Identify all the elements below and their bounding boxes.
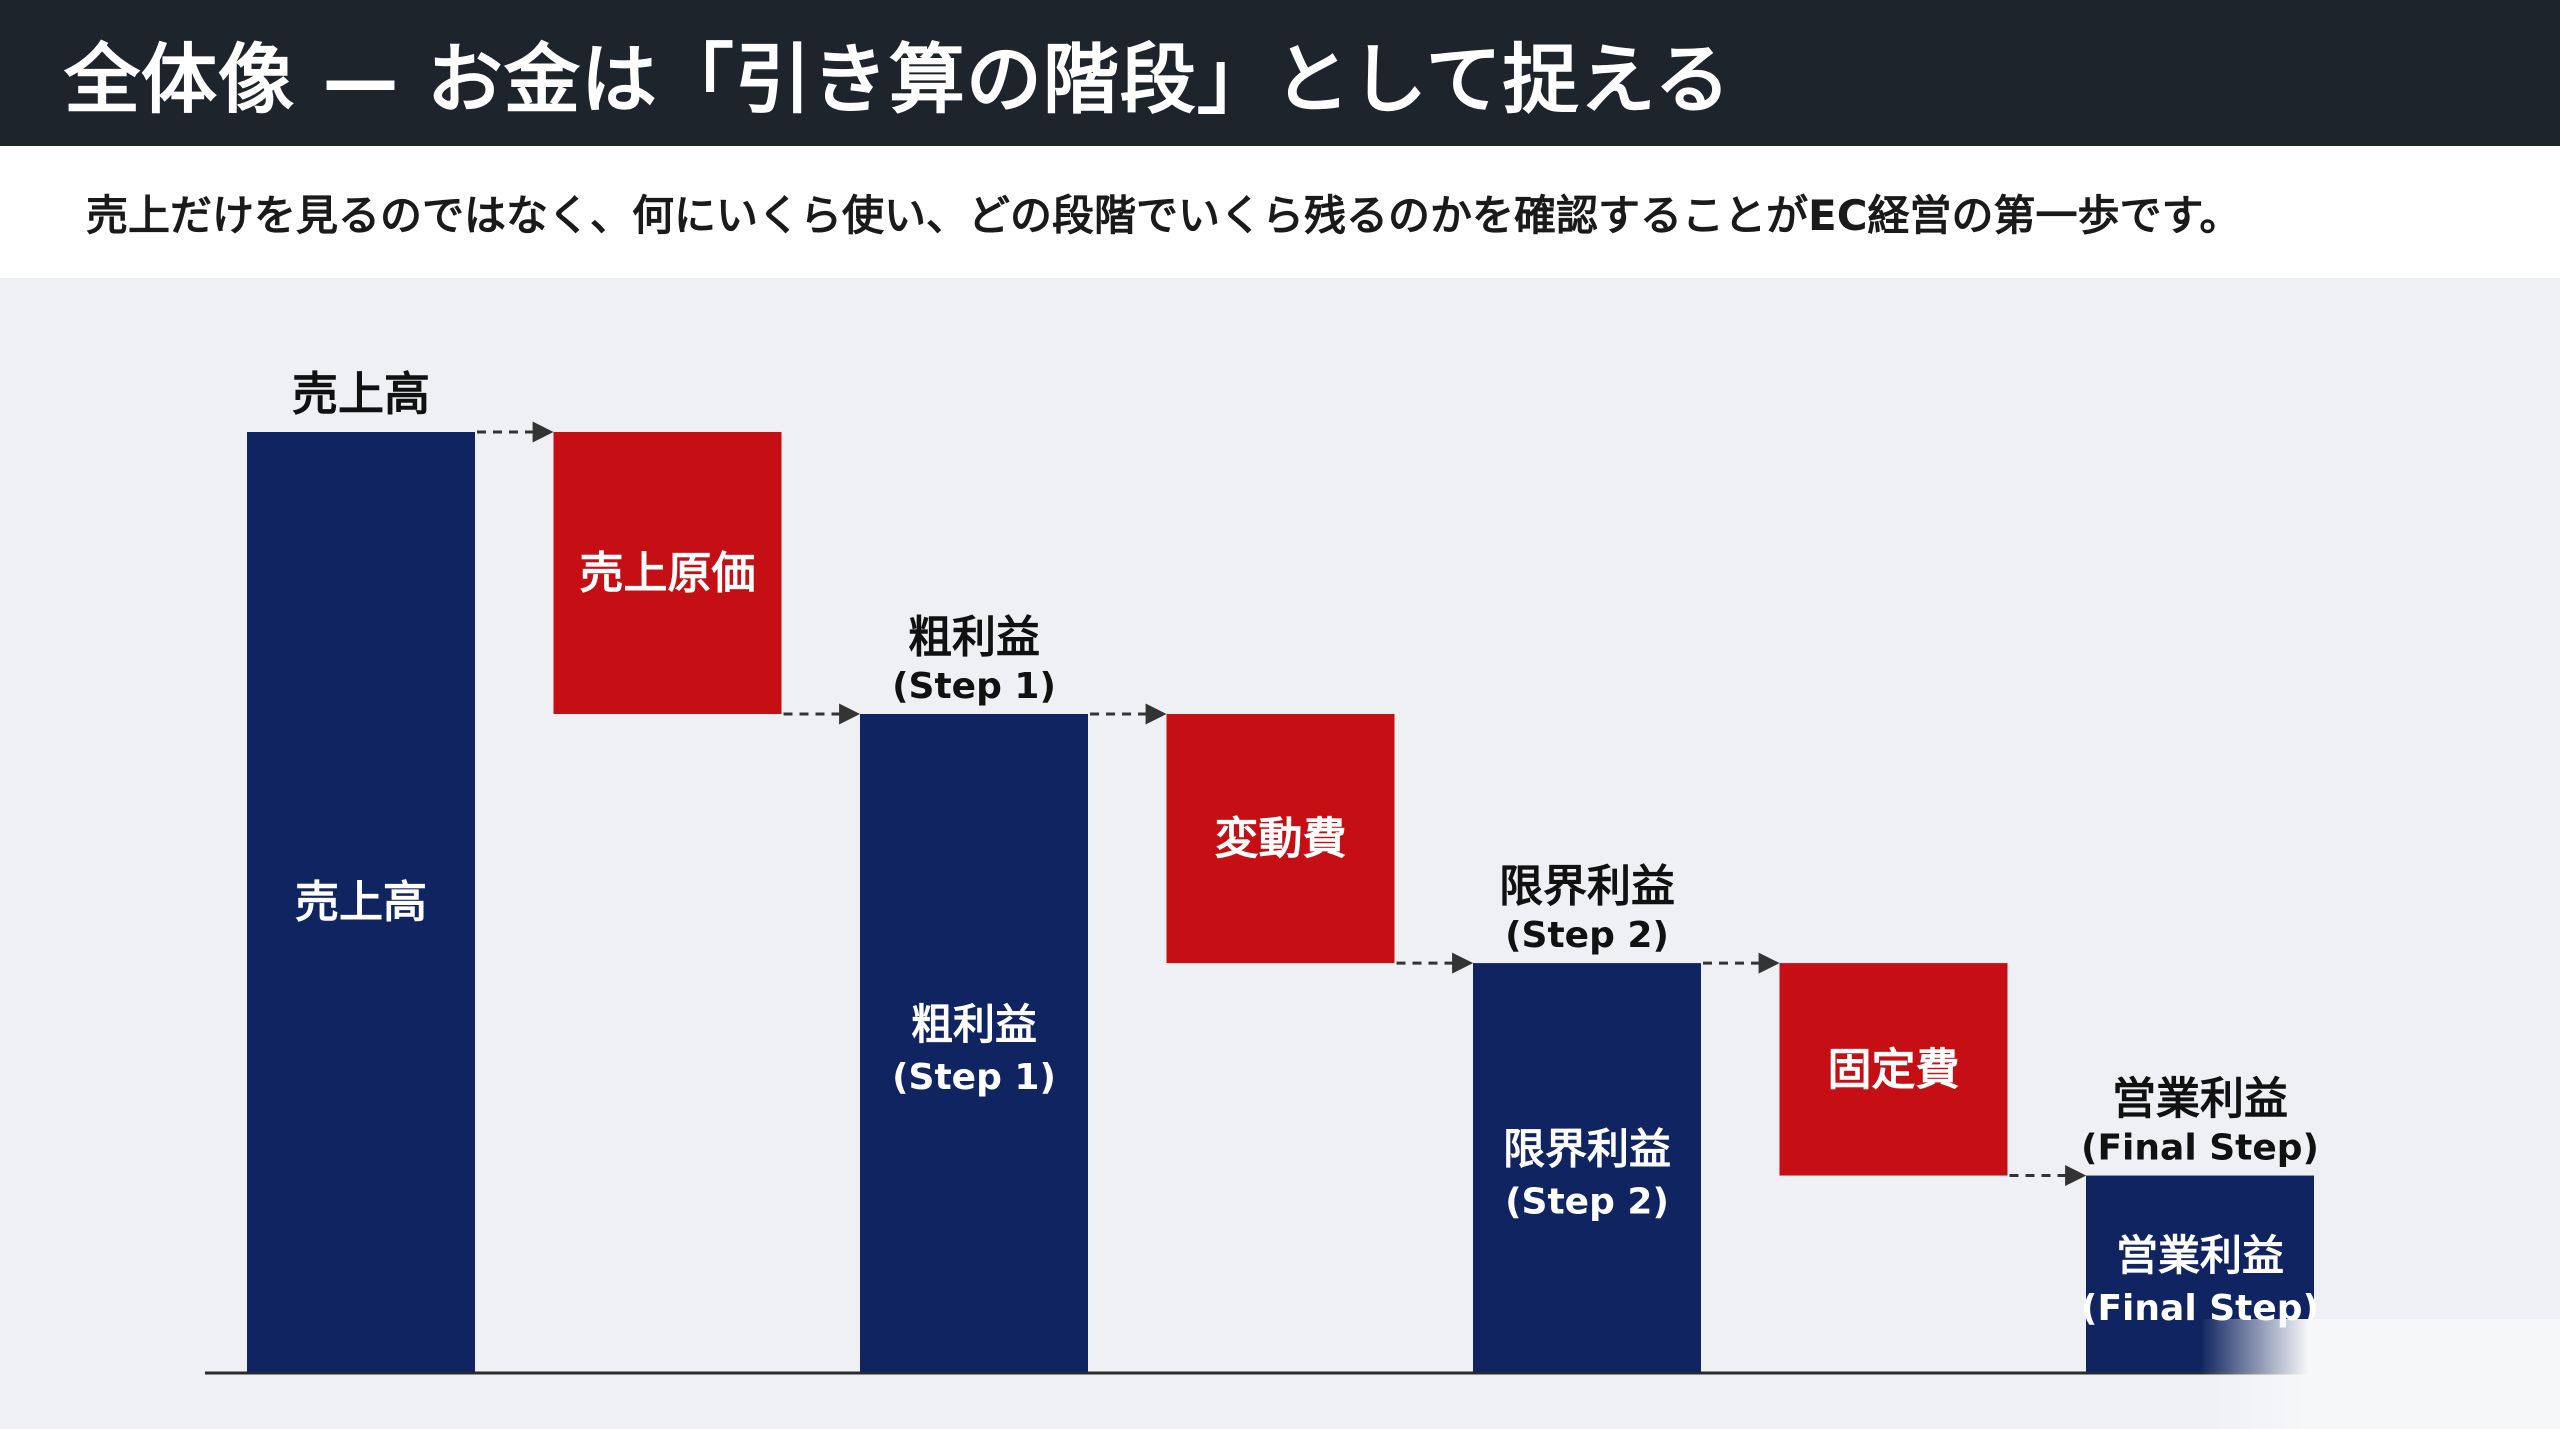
bar-total	[860, 714, 1088, 1372]
bar-total	[1473, 963, 1701, 1372]
bar-total	[247, 432, 475, 1372]
bar-label: 固定費	[1828, 1044, 1960, 1095]
bar-top-label: 営業利益	[2112, 1074, 2288, 1125]
corner-watermark-area	[2200, 1319, 2560, 1429]
bar-top-sublabel: (Step 1)	[892, 666, 1056, 707]
bar-top-label: 限界利益	[1499, 861, 1675, 912]
bar-label: 売上原価	[580, 548, 756, 599]
slide-subtitle: 売上だけを見るのではなく、何にいくら使い、どの段階でいくら残るのかを確認すること…	[86, 190, 2242, 240]
bar-top-label: 売上高	[292, 367, 430, 421]
bar-sublabel: (Step 1)	[892, 1057, 1056, 1098]
bar-top-label: 粗利益	[908, 612, 1040, 663]
slide-header: 全体像 — お金は「引き算の階段」として捉える	[0, 0, 2560, 146]
bar-label: 営業利益	[2116, 1231, 2284, 1280]
bar-sublabel: (Step 2)	[1505, 1182, 1669, 1223]
bar-top-sublabel: (Final Step)	[2081, 1128, 2319, 1169]
bar-label: 限界利益	[1503, 1125, 1671, 1174]
slide-title: 全体像 — お金は「引き算の階段」として捉える	[64, 35, 1732, 124]
bar-label: 売上高	[295, 877, 427, 928]
bar-decrease	[553, 432, 782, 714]
bar-label: 変動費	[1215, 814, 1347, 865]
subtitle-band: 売上だけを見るのではなく、何にいくら使い、どの段階でいくら残るのかを確認すること…	[0, 146, 2560, 278]
bar-decrease	[1166, 714, 1395, 964]
bar-decrease	[1779, 963, 2008, 1176]
bar-top-sublabel: (Step 2)	[1505, 915, 1669, 956]
bar-label: 粗利益	[911, 1000, 1037, 1049]
